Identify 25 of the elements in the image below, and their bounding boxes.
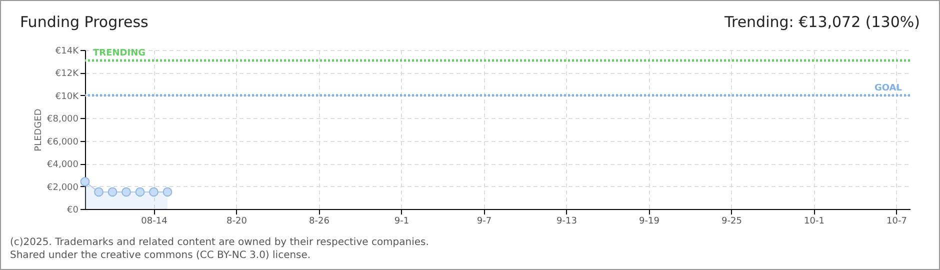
x-tick-label: 9-13 — [556, 216, 577, 226]
chart-title: Funding Progress — [20, 13, 148, 31]
ref-line-label: GOAL — [874, 83, 902, 94]
y-tick-label: €6,000 — [47, 137, 79, 148]
y-tick-label: €8,000 — [47, 114, 79, 125]
y-tick-label: €2,000 — [47, 182, 79, 193]
x-tick-label: 9-25 — [722, 216, 742, 226]
x-tick-label: 8-20 — [226, 216, 248, 226]
x-tick-label: 9-7 — [476, 216, 492, 226]
text: (c)2025. Trademarks and related content are owned by their respective companies. — [10, 236, 429, 249]
x-tick-label: 08-14 — [141, 216, 168, 226]
x-tick-label: 8-26 — [309, 216, 330, 226]
chart-subtitle: Trending: €13,072 (130%) — [724, 13, 920, 31]
y-tick-label: €14K — [55, 46, 80, 56]
y-axis-title: PLEDGED — [34, 108, 44, 152]
x-tick-label: 10-1 — [804, 216, 824, 226]
x-tick-label: 10-7 — [886, 216, 907, 226]
ref-line-label: TRENDING — [93, 48, 146, 59]
y-tick-label: €0 — [67, 206, 79, 216]
y-tick-label: €12K — [55, 69, 80, 80]
text: Shared under the creative commons (CC BY-NC 3.0) license. — [10, 249, 312, 262]
x-tick-label: 9-1 — [394, 216, 410, 226]
y-tick-label: €10K — [55, 92, 80, 102]
y-tick-label: €4,000 — [47, 160, 79, 170]
x-tick-label: 9-19 — [639, 216, 660, 226]
